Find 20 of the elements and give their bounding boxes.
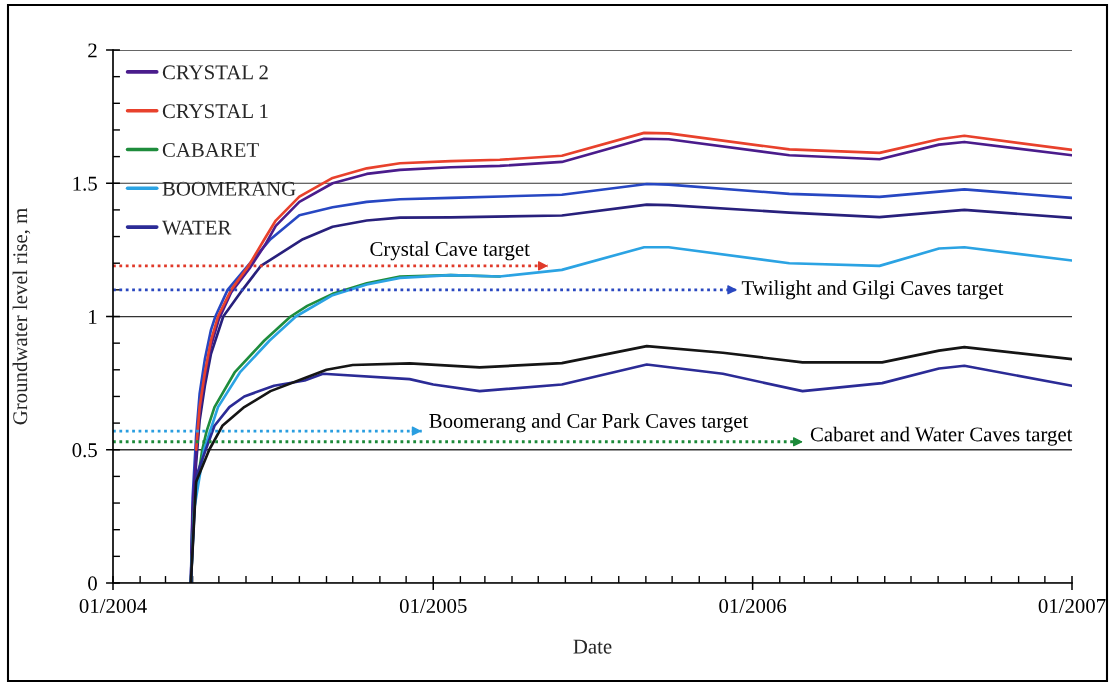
x-tick-label: 01/2007 xyxy=(1038,598,1106,613)
y-tick-label: 0.5 xyxy=(72,443,97,458)
y-tick-label: 1 xyxy=(89,309,97,324)
x-tick-label: 01/2006 xyxy=(719,598,787,613)
y-axis-title: Groundwater level rise, m xyxy=(12,208,31,425)
y-tick-label: 2 xyxy=(88,43,97,58)
legend-label: CABARET xyxy=(162,142,259,157)
legend-label: CRYSTAL 1 xyxy=(162,104,268,119)
ref-line-label: Boomerang and Car Park Caves target xyxy=(429,413,749,433)
x-tick-label: 01/2004 xyxy=(79,598,147,613)
x-tick-label: 01/2005 xyxy=(399,598,467,613)
legend-label: BOOMERANG xyxy=(162,181,296,196)
ref-line-label: Twilight and Gilgi Caves target xyxy=(741,280,1004,300)
y-tick-label: 0 xyxy=(88,576,97,591)
x-axis-title: Date xyxy=(573,639,612,654)
ref-line-label: Cabaret and Water Caves target xyxy=(810,426,1073,446)
y-tick-label: 1.5 xyxy=(73,176,97,191)
legend-label: CRYSTAL 2 xyxy=(162,65,268,80)
legend-label: WATER xyxy=(161,220,232,235)
ref-line-label: Crystal Cave target xyxy=(370,241,530,261)
